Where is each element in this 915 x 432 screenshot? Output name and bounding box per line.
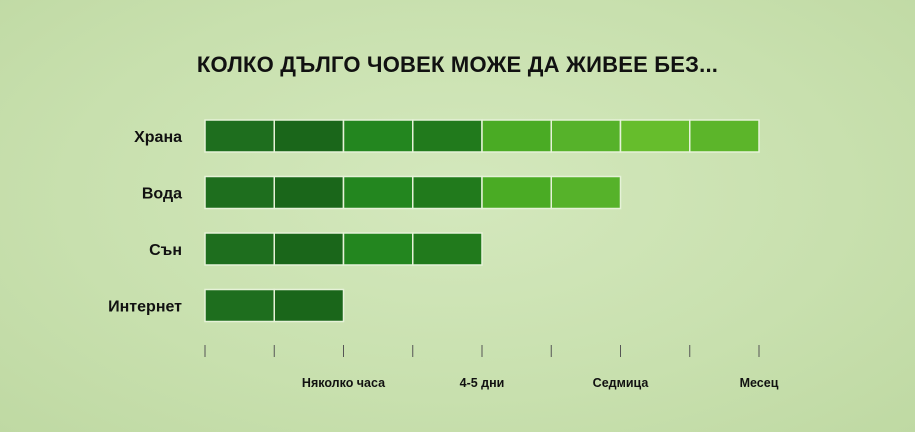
x-tick-label: Седмица	[593, 376, 650, 390]
category-label: Интернет	[108, 299, 182, 316]
bar-segment	[550, 175, 622, 210]
bar-segment	[619, 119, 691, 153]
bar-segment	[412, 119, 483, 153]
chart-title: КОЛКО ДЪЛГО ЧОВЕК МОЖЕ ДА ЖИВЕЕ БЕЗ...	[196, 52, 719, 77]
bar-segment	[342, 232, 414, 266]
bar-segment	[689, 119, 760, 153]
bar-2	[204, 175, 622, 210]
bar-segment	[481, 119, 552, 153]
bar-segment	[342, 175, 414, 210]
x-tick-label: 4-5 дни	[460, 376, 505, 390]
bar-segment	[481, 175, 552, 210]
bar-segment	[412, 232, 483, 266]
category-label: Вода	[142, 186, 182, 203]
bar-segment	[412, 175, 483, 210]
bar-segment	[204, 232, 275, 266]
bar-segment	[273, 288, 345, 323]
bar-3	[204, 232, 483, 266]
category-label: Сън	[149, 242, 182, 259]
bar-4	[204, 288, 345, 323]
category-label: Храна	[134, 129, 182, 146]
bar-segment	[550, 119, 622, 153]
bar-segment	[342, 119, 414, 153]
bar-segment	[273, 175, 345, 210]
x-tick-label: Няколко часа	[302, 376, 386, 390]
bar-segment	[204, 175, 275, 210]
bar-segment	[204, 119, 275, 153]
bar-segment	[204, 288, 275, 323]
bar-segment	[273, 232, 345, 266]
x-tick-label: Месец	[740, 376, 779, 390]
bar-segment	[273, 119, 345, 153]
bar-1	[204, 119, 760, 153]
